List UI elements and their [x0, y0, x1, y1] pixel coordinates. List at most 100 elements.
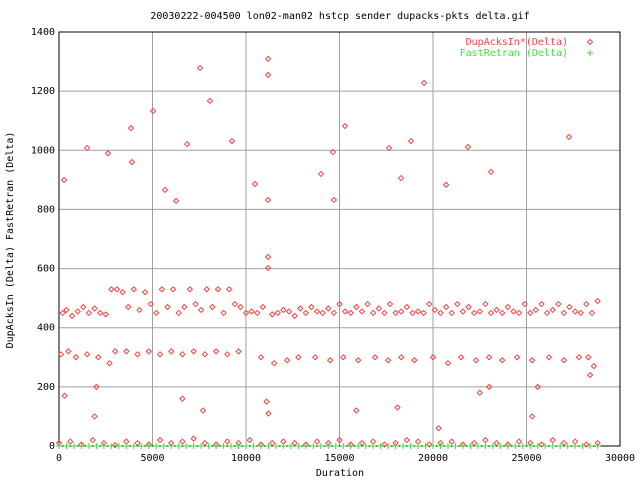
point: [214, 286, 222, 293]
point: [56, 443, 62, 449]
point: [102, 311, 109, 318]
point: [353, 407, 360, 414]
point: [175, 443, 182, 449]
point: [330, 309, 338, 317]
point: [160, 443, 167, 449]
point: [353, 303, 360, 311]
point: [527, 309, 534, 317]
point: [295, 354, 302, 361]
point: [235, 348, 242, 355]
point: [385, 144, 393, 152]
point: [197, 306, 205, 314]
y-tick-label: 1000: [31, 145, 55, 156]
point: [60, 176, 68, 184]
legend-marker: [586, 38, 594, 46]
point: [91, 305, 98, 312]
legend-label: FastRetran (Delta): [460, 48, 568, 59]
point: [63, 306, 70, 314]
point: [557, 443, 564, 449]
point: [257, 354, 265, 361]
point: [251, 180, 259, 188]
point: [420, 79, 428, 87]
point: [587, 443, 594, 449]
point: [237, 303, 244, 311]
point: [364, 300, 371, 308]
point: [403, 303, 411, 311]
point: [161, 186, 169, 194]
point: [111, 441, 119, 449]
point: [545, 354, 553, 361]
point: [141, 289, 149, 296]
point: [534, 443, 541, 449]
point: [493, 439, 500, 447]
point: [588, 309, 596, 317]
y-tick-label: 200: [37, 382, 55, 393]
y-tick-label: 1200: [31, 86, 55, 97]
x-tick-label: 0: [56, 453, 62, 464]
point: [594, 297, 601, 305]
point: [123, 443, 130, 449]
point: [527, 443, 534, 449]
point: [377, 443, 384, 449]
point: [370, 443, 377, 449]
point: [437, 443, 444, 449]
point: [67, 438, 74, 445]
point: [498, 309, 506, 317]
point: [442, 303, 450, 311]
point: [111, 348, 119, 355]
point: [147, 300, 154, 308]
point: [61, 392, 68, 399]
point: [59, 309, 66, 317]
point: [586, 371, 594, 379]
point: [464, 143, 472, 151]
point: [164, 303, 171, 311]
point: [543, 309, 551, 317]
point: [411, 357, 418, 364]
point: [362, 443, 369, 449]
point: [179, 395, 186, 402]
point: [340, 354, 347, 361]
point: [172, 197, 180, 205]
point: [220, 443, 227, 449]
point: [311, 354, 319, 361]
point: [264, 55, 272, 63]
point: [474, 443, 481, 449]
point: [560, 309, 568, 317]
point: [175, 309, 182, 317]
point: [265, 410, 272, 417]
point: [243, 443, 249, 449]
point: [272, 443, 279, 449]
point: [130, 443, 137, 449]
point: [205, 443, 212, 449]
point: [470, 309, 478, 317]
point: [369, 309, 377, 317]
x-tick-label: 15000: [324, 453, 354, 464]
point: [426, 441, 433, 448]
point: [510, 308, 517, 315]
y-tick-label: 1400: [31, 27, 55, 38]
point: [246, 436, 253, 444]
point: [504, 303, 512, 311]
point: [560, 357, 568, 364]
point: [454, 300, 461, 308]
point: [448, 438, 455, 445]
point: [394, 404, 401, 411]
point: [74, 308, 81, 315]
point: [467, 443, 474, 449]
point: [149, 107, 157, 115]
point: [190, 443, 197, 449]
point: [565, 133, 573, 141]
point: [250, 443, 257, 449]
point: [465, 303, 472, 311]
point: [213, 443, 220, 449]
point: [80, 303, 87, 311]
point: [319, 309, 326, 317]
point: [270, 359, 278, 367]
point: [291, 312, 298, 320]
point: [398, 354, 405, 361]
point: [264, 253, 272, 261]
point: [457, 354, 465, 361]
point: [83, 144, 91, 152]
point: [341, 122, 349, 130]
point: [407, 137, 415, 145]
